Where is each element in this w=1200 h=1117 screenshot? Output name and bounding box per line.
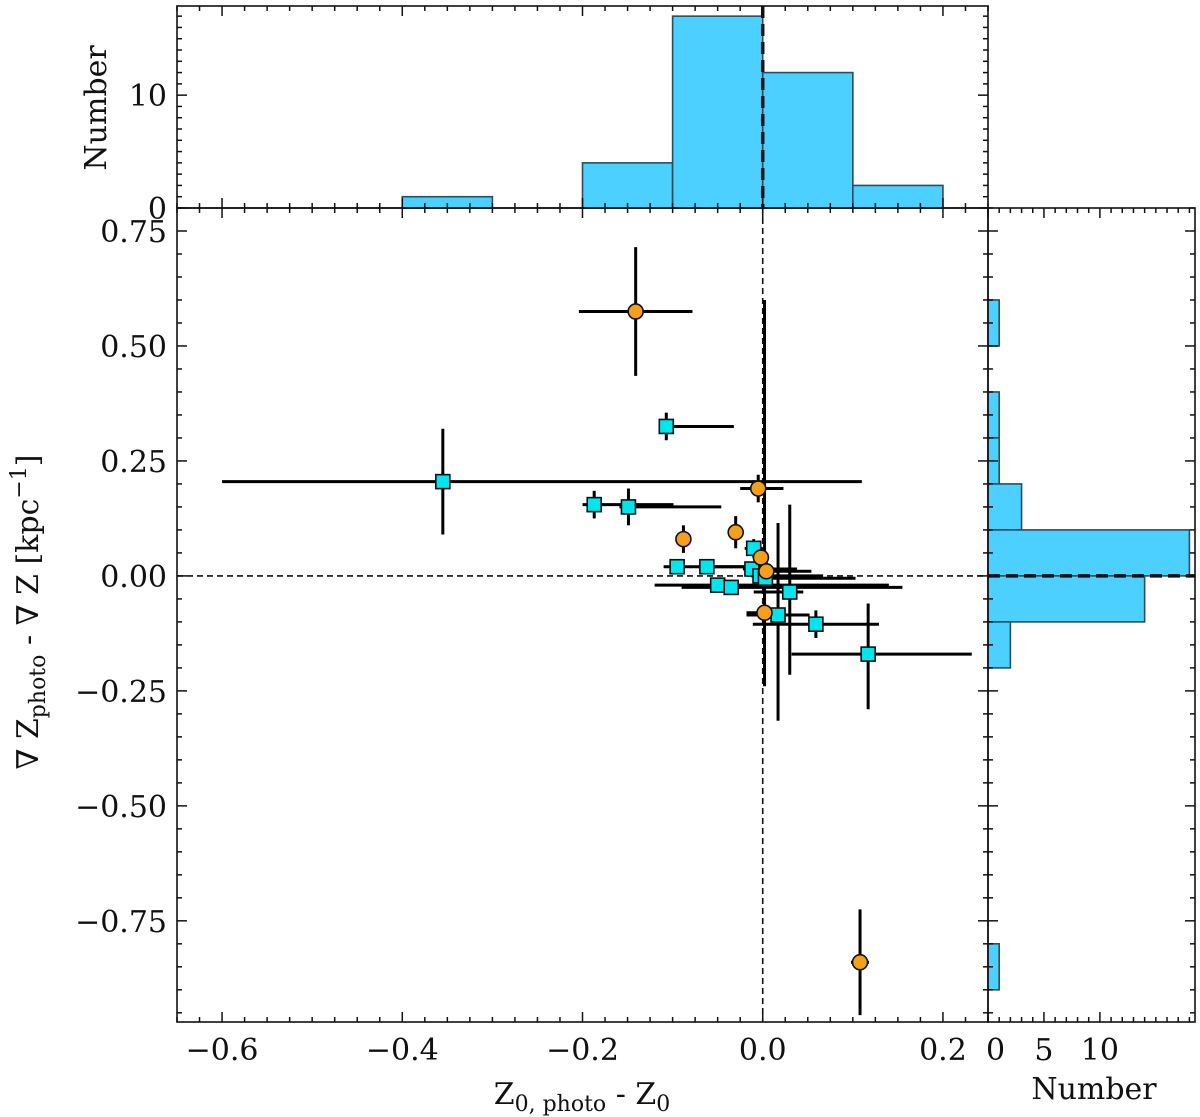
y-tick-label: 0.50 [100, 330, 167, 365]
x-tick-label: 0.2 [919, 1033, 967, 1068]
main-scatter-panel: −0.6 −0.4 −0.2 0.0 0.2 0.75 0.50 0.25 0.00 −0.25 −… [75, 207, 989, 1068]
top-hist-y-tick-label: 0 [148, 192, 167, 227]
square-data-point [586, 496, 603, 513]
y-tick-label: −0.50 [75, 790, 167, 825]
main-y-axis-title: ∇ Zphoto - ∇ Z [kpc−1] [7, 454, 51, 769]
right-hist-frame [987, 207, 1196, 1023]
square-data-point [620, 499, 637, 515]
square-data-point [658, 418, 675, 435]
top-histogram-bar [581, 162, 674, 209]
x-tick-label: −0.6 [186, 1033, 259, 1068]
circle-data-point [727, 523, 744, 541]
y-tick-label: −0.25 [75, 675, 167, 710]
right-hist-x-tick-label: 0 [986, 1033, 1005, 1068]
right-histogram-bar [987, 483, 1023, 531]
right-hist-x-axis-title: Number [1031, 1072, 1157, 1107]
main-plot-frame [176, 207, 989, 1023]
top-hist-y-tick-label: 10 [129, 79, 167, 114]
y-tick-label: −0.75 [75, 905, 167, 940]
y-tick-label: 0.25 [100, 445, 167, 480]
circle-data-point [758, 563, 775, 580]
top-histogram-bar [671, 15, 764, 209]
top-histogram-bar [761, 71, 854, 209]
main-x-axis-title: Z0, photo - Z0 [494, 1077, 671, 1117]
right-hist-x-tick-label: 5 [1034, 1033, 1053, 1068]
square-data-point [770, 607, 786, 623]
right-histogram-bar [987, 575, 1146, 623]
square-data-point [669, 558, 685, 575]
top-hist-y-axis-title: Number [79, 45, 114, 171]
circle-data-point [749, 480, 767, 497]
y-tick-label: 0.75 [100, 215, 167, 250]
square-data-point [709, 577, 726, 593]
square-data-point [435, 473, 451, 490]
square-data-point [781, 584, 798, 600]
square-data-point [699, 558, 715, 575]
circle-data-point [627, 303, 644, 320]
x-tick-label: 0.0 [739, 1033, 787, 1068]
circle-data-point [756, 604, 773, 622]
x-tick-label: −0.2 [546, 1033, 619, 1068]
right-hist-x-tick-label: 10 [1081, 1033, 1119, 1068]
circle-data-point [675, 530, 692, 548]
square-data-point [808, 616, 824, 632]
y-tick-label: 0.00 [100, 560, 167, 595]
x-tick-label: −0.4 [366, 1033, 439, 1068]
circle-data-point [851, 953, 869, 971]
right-histogram-bar [987, 529, 1191, 577]
right-histogram-panel: 0 5 10 [986, 207, 1196, 1068]
square-data-point [860, 646, 876, 662]
square-data-point [723, 579, 739, 596]
circle-data-point [752, 549, 770, 566]
top-histogram-panel: 0 10 [129, 5, 989, 227]
